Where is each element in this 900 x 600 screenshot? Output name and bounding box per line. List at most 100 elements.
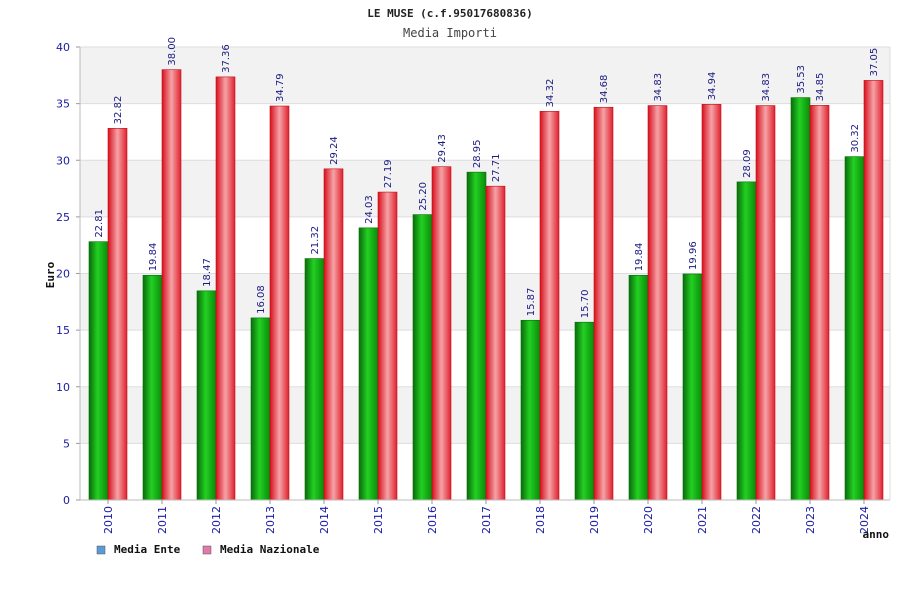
x-tick-label-2024: 2024 bbox=[858, 506, 871, 534]
data-label-media-ente-2013: 16.08 bbox=[256, 285, 267, 314]
y-tick-label: 40 bbox=[56, 41, 70, 54]
x-tick-label-2023: 2023 bbox=[804, 506, 817, 534]
bar-media-ente-2014 bbox=[304, 258, 325, 501]
x-tick-label-2013: 2013 bbox=[264, 506, 277, 534]
x-tick-label-2021: 2021 bbox=[696, 506, 709, 534]
x-tick-label-2017: 2017 bbox=[480, 506, 493, 534]
bar-media-nazionale-2020 bbox=[647, 105, 668, 501]
x-tick-label-2020: 2020 bbox=[642, 506, 655, 534]
data-label-media-nazionale-2011: 38.00 bbox=[167, 37, 178, 66]
data-label-media-nazionale-2020: 34.83 bbox=[653, 73, 664, 102]
data-labels-group: 22.81 32.82 19.84 38.00 18.47 37.36 16.08 34.79… bbox=[94, 37, 880, 318]
bar-media-nazionale-2021 bbox=[701, 104, 722, 501]
data-label-media-nazionale-2013: 34.79 bbox=[275, 73, 286, 102]
data-label-media-nazionale-2018: 34.32 bbox=[545, 79, 556, 108]
y-axis-label: Euro bbox=[44, 261, 57, 288]
bar-media-nazionale-2015 bbox=[377, 191, 398, 501]
legend-swatch-media-ente bbox=[96, 545, 106, 555]
data-label-media-ente-2016: 25.20 bbox=[418, 182, 429, 211]
data-label-media-nazionale-2017: 27.71 bbox=[491, 154, 502, 183]
y-ticks-group: 0 5 10 15 20 25 30 35 40 bbox=[56, 41, 70, 507]
y-tick-label: 25 bbox=[56, 211, 70, 224]
data-label-media-ente-2019: 15.70 bbox=[580, 290, 591, 319]
data-label-media-ente-2024: 30.32 bbox=[850, 124, 861, 153]
y-tick-label: 0 bbox=[63, 494, 70, 507]
bar-media-ente-2023 bbox=[790, 97, 811, 501]
legend-label-media-ente: Media Ente bbox=[114, 543, 181, 556]
data-label-media-ente-2017: 28.95 bbox=[472, 140, 483, 169]
data-label-media-ente-2015: 24.03 bbox=[364, 195, 375, 224]
bar-media-ente-2022 bbox=[736, 181, 757, 501]
chart-subtitle: Media Importi bbox=[403, 26, 497, 40]
data-label-media-nazionale-2021: 34.94 bbox=[707, 72, 718, 101]
data-label-media-ente-2011: 19.84 bbox=[148, 243, 159, 272]
x-ticks-group: 2010 2011 2012 2013 2014 2015 2016 2017 2018 2019… bbox=[102, 506, 871, 534]
data-label-media-ente-2022: 28.09 bbox=[742, 149, 753, 178]
data-label-media-ente-2018: 15.87 bbox=[526, 288, 537, 317]
data-label-media-nazionale-2023: 34.85 bbox=[815, 73, 826, 102]
bars-group bbox=[88, 69, 884, 501]
bar-media-nazionale-2010 bbox=[107, 128, 128, 501]
bar-media-ente-2010 bbox=[88, 241, 109, 501]
legend: Media Ente Media Nazionale bbox=[96, 543, 320, 556]
bar-media-ente-2013 bbox=[250, 317, 271, 501]
data-label-media-nazionale-2024: 37.05 bbox=[869, 48, 880, 77]
data-label-media-ente-2020: 19.84 bbox=[634, 243, 645, 272]
chart-title: LE MUSE (c.f.95017680836) bbox=[367, 7, 533, 20]
bar-media-ente-2021 bbox=[682, 273, 703, 501]
y-tick-label: 30 bbox=[56, 154, 70, 167]
x-tick-label-2016: 2016 bbox=[426, 506, 439, 534]
bar-media-ente-2011 bbox=[142, 275, 163, 501]
data-label-media-nazionale-2012: 37.36 bbox=[221, 44, 232, 73]
bar-media-ente-2018 bbox=[520, 319, 541, 501]
y-tick-label: 35 bbox=[56, 98, 70, 111]
y-tick-label: 10 bbox=[56, 381, 70, 394]
bar-media-ente-2012 bbox=[196, 290, 217, 501]
bar-media-nazionale-2024 bbox=[863, 80, 884, 501]
bar-media-ente-2019 bbox=[574, 321, 595, 501]
legend-label-media-nazionale: Media Nazionale bbox=[220, 543, 320, 556]
y-tick-label: 15 bbox=[56, 324, 70, 337]
x-tick-label-2018: 2018 bbox=[534, 506, 547, 534]
plot-band bbox=[80, 103, 890, 161]
axes-group bbox=[76, 46, 891, 504]
data-label-media-nazionale-2010: 32.82 bbox=[113, 96, 124, 125]
data-label-media-nazionale-2016: 29.43 bbox=[437, 134, 448, 163]
bar-media-nazionale-2013 bbox=[269, 105, 290, 501]
bar-media-nazionale-2017 bbox=[485, 185, 506, 501]
x-tick-label-2012: 2012 bbox=[210, 506, 223, 534]
bar-media-nazionale-2022 bbox=[755, 105, 776, 501]
data-label-media-ente-2023: 35.53 bbox=[796, 65, 807, 94]
x-tick-label-2015: 2015 bbox=[372, 506, 385, 534]
bar-media-nazionale-2016 bbox=[431, 166, 452, 501]
data-label-media-nazionale-2019: 34.68 bbox=[599, 75, 610, 104]
x-axis-label: anno bbox=[863, 528, 890, 541]
bar-media-nazionale-2018 bbox=[539, 111, 560, 501]
data-label-media-nazionale-2014: 29.24 bbox=[329, 136, 340, 165]
bar-media-ente-2024 bbox=[844, 156, 865, 501]
x-tick-label-2010: 2010 bbox=[102, 506, 115, 534]
y-tick-label: 20 bbox=[56, 268, 70, 281]
x-tick-label-2014: 2014 bbox=[318, 506, 331, 534]
x-tick-label-2011: 2011 bbox=[156, 506, 169, 534]
data-label-media-ente-2021: 19.96 bbox=[688, 241, 699, 270]
bar-media-ente-2017 bbox=[466, 171, 487, 501]
bar-media-nazionale-2012 bbox=[215, 76, 236, 501]
x-tick-label-2022: 2022 bbox=[750, 506, 763, 534]
data-label-media-ente-2012: 18.47 bbox=[202, 258, 213, 287]
bar-media-ente-2016 bbox=[412, 214, 433, 501]
bar-media-nazionale-2014 bbox=[323, 168, 344, 501]
bar-media-nazionale-2023 bbox=[809, 105, 830, 501]
bar-media-nazionale-2019 bbox=[593, 106, 614, 501]
y-tick-label: 5 bbox=[63, 437, 70, 450]
bar-media-nazionale-2011 bbox=[161, 69, 182, 501]
legend-swatch-media-nazionale bbox=[202, 545, 212, 555]
bar-media-ente-2020 bbox=[628, 275, 649, 501]
plot-band bbox=[80, 47, 890, 104]
data-label-media-ente-2014: 21.32 bbox=[310, 226, 321, 255]
data-label-media-nazionale-2015: 27.19 bbox=[383, 159, 394, 188]
data-label-media-ente-2010: 22.81 bbox=[94, 209, 105, 238]
data-label-media-nazionale-2022: 34.83 bbox=[761, 73, 772, 102]
bar-media-ente-2015 bbox=[358, 227, 379, 501]
